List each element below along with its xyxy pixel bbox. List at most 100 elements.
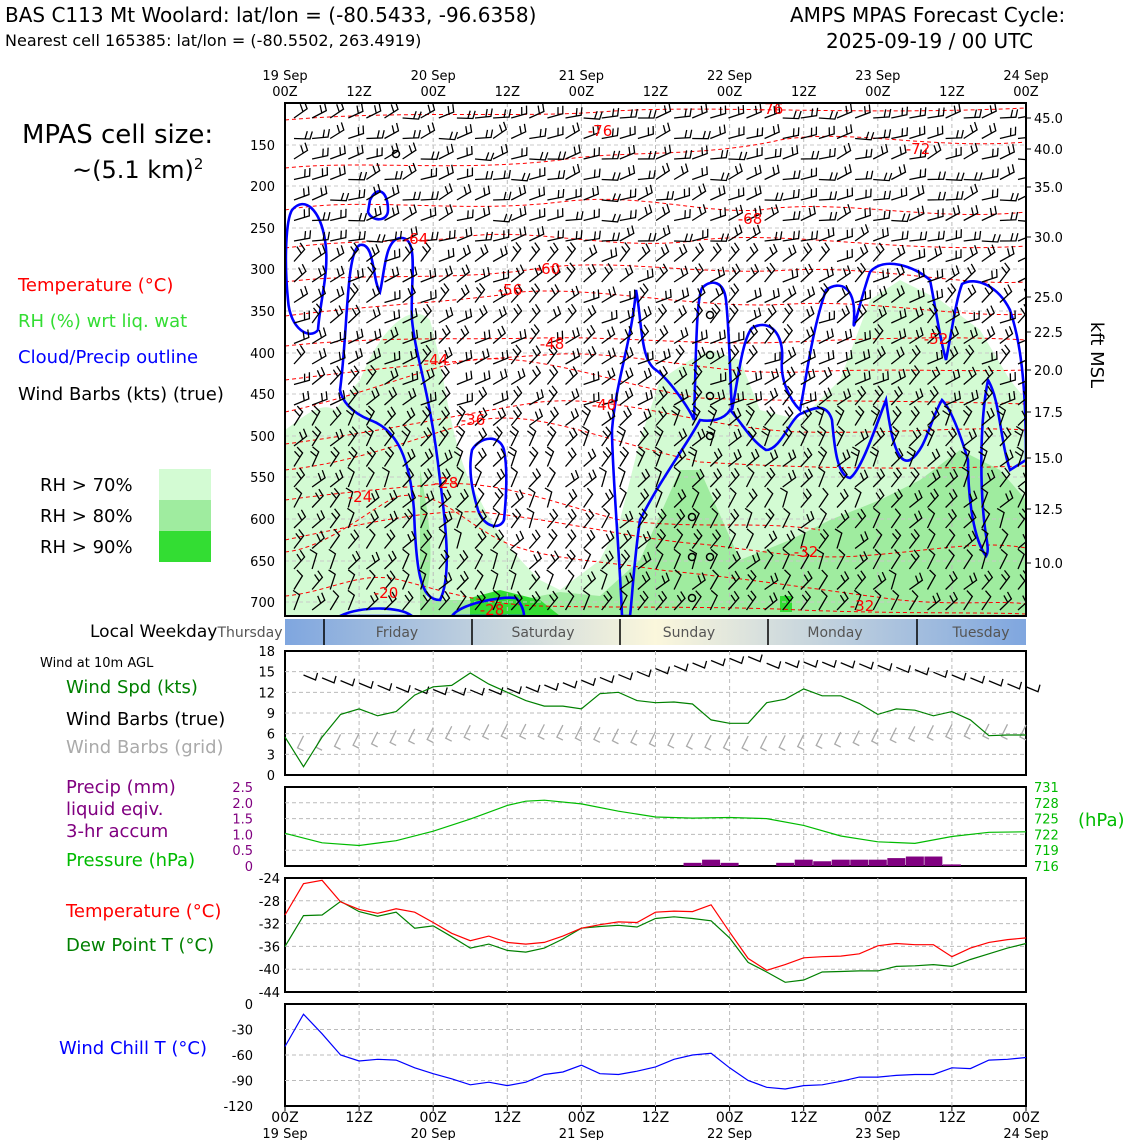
wind-barb: [782, 230, 800, 242]
wind-barb: [800, 391, 817, 406]
wind-barb: [507, 446, 517, 467]
calm-marker: [687, 593, 697, 603]
wind-barb: [365, 466, 375, 488]
wind-barb: [890, 528, 902, 549]
windchill-panel: 0 -30 -60 -90 -120: [223, 998, 1027, 1115]
wind-barb: [637, 508, 648, 529]
wind-barb: [510, 242, 522, 262]
nearest-cell: Nearest cell 165385: lat/lon = (-80.5502…: [5, 31, 422, 50]
wind-barb: [872, 507, 881, 529]
wind-barb: [709, 448, 723, 467]
wind-barb: [691, 487, 700, 508]
wind-barb: [872, 143, 889, 160]
wind-barb: [383, 426, 395, 447]
wind-barb: [293, 142, 309, 160]
forecast-title: AMPS MPAS Forecast Cycle:: [790, 3, 1066, 27]
wind-barb: [800, 107, 819, 119]
wind-barb: [981, 507, 991, 529]
wind-barb: [547, 151, 567, 160]
wind-barb: [764, 164, 780, 181]
wind-barb: [420, 207, 437, 222]
wind-barb: [836, 142, 852, 160]
wind-barb: [402, 110, 422, 120]
wind-barb: [492, 269, 510, 283]
height-tick-label: 22.5: [1034, 326, 1063, 341]
wind-barb: [420, 344, 432, 365]
wind-barb: [402, 371, 419, 386]
wind-barb: [655, 487, 663, 508]
wind10m-title: Wind at 10m AGL: [40, 656, 154, 671]
wind-barb: [818, 487, 829, 508]
wind-barb: [691, 346, 706, 365]
bottom-date-label: 22 Sep: [707, 1127, 752, 1140]
wind-barb: [870, 405, 881, 426]
wind-barb-grid: [704, 734, 712, 751]
wind-barb: [945, 283, 957, 303]
wind-barb: [963, 428, 978, 447]
wind-barb: [727, 487, 737, 508]
wind-barb: [815, 405, 825, 426]
wind-barb: [709, 507, 719, 529]
wind-barb: [963, 530, 977, 549]
wind-barb: [601, 247, 618, 263]
wind-barb-grid: [982, 723, 990, 740]
wind-barb: [583, 124, 600, 140]
wind-barb: [782, 268, 799, 283]
wind-barb: [510, 123, 527, 140]
wind-barb: [565, 469, 580, 488]
wind-barb: [474, 185, 491, 201]
wind-barb: [978, 548, 987, 570]
wind-barb: [329, 469, 344, 488]
wind-barb-grid: [593, 727, 601, 743]
wind-barb: [981, 147, 999, 160]
wind-barb: [963, 230, 982, 242]
pressure-tick-label: 725: [1034, 813, 1059, 828]
wind-barb: [546, 569, 554, 590]
wind-tick-label: 18: [258, 645, 275, 660]
wind-barb: [492, 407, 507, 426]
wind-barb: [782, 189, 800, 201]
wind-barb: [963, 284, 977, 303]
wind-barb: [963, 205, 979, 222]
wind-barb: [565, 427, 578, 447]
pressure-tick-label: 719: [1034, 844, 1059, 859]
wind-barb: [963, 121, 978, 140]
wind-barb-true: [692, 660, 708, 669]
wind-barb: [761, 425, 771, 447]
wind-barb-true: [321, 675, 337, 684]
wind-barb: [709, 242, 722, 262]
wind-barb: [619, 572, 634, 591]
wind-barb: [818, 507, 828, 529]
wind-barb: [637, 389, 653, 406]
top-hour-label: 00Z: [569, 85, 595, 100]
precip-label-3: 3-hr accum: [66, 821, 169, 842]
wind-barb: [800, 286, 816, 304]
wind-barb: [474, 407, 488, 426]
wind-barb: [981, 122, 997, 140]
wind-barb: [311, 348, 327, 365]
top-hour-label: 12Z: [495, 85, 521, 100]
precip-bar: [924, 856, 943, 866]
wind-barb: [330, 229, 347, 242]
wind-barb: [854, 469, 869, 488]
wind-barb: [637, 324, 650, 344]
wind-barb: [348, 189, 366, 201]
bottom-hour-label: 12Z: [494, 1110, 521, 1126]
wind-barb: [764, 123, 780, 140]
wind-barb-grid: [407, 728, 416, 745]
wind-barb: [528, 550, 543, 570]
wind-barb: [509, 548, 518, 570]
wind-barb: [764, 549, 774, 570]
wind-barb: [547, 229, 565, 242]
wind-barb: [999, 467, 1011, 488]
wind-barb: [727, 263, 741, 283]
wind-barb: [293, 207, 310, 222]
wind-barb: [854, 104, 871, 119]
wind-barb: [691, 385, 703, 406]
wind-barb: [709, 389, 726, 406]
wind-barb: [945, 229, 962, 242]
wind-barb: [474, 231, 494, 242]
wind-barb: [402, 508, 414, 529]
wind-barb: [402, 142, 417, 160]
isotherm-64: [285, 233, 1026, 249]
